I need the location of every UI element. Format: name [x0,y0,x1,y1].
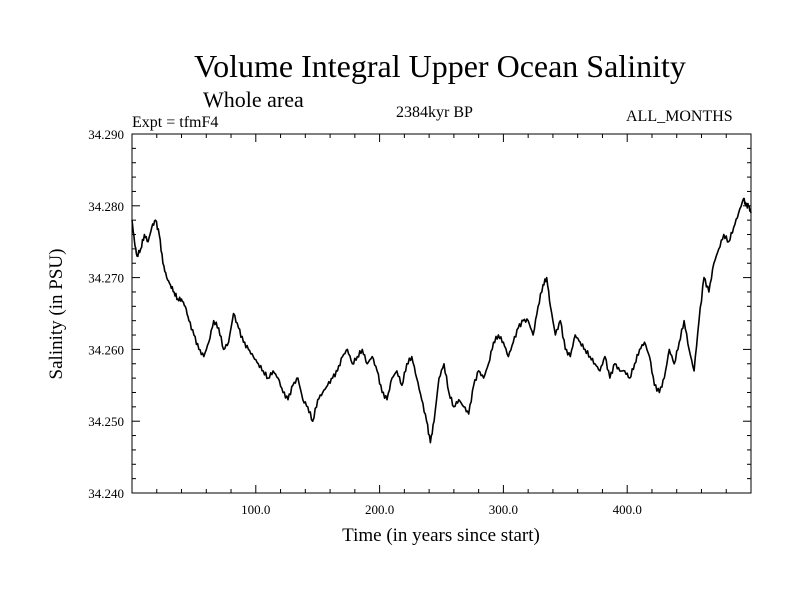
x-tick-label: 100.0 [241,502,270,517]
chart-subtitle: Whole area [203,87,304,112]
y-axis: 34.240 34.250 34.260 34.270 34.280 34.290 [88,127,751,501]
experiment-label: Expt = tfmF4 [132,114,219,131]
x-axis-label: Time (in years since start) [342,525,540,546]
salinity-series-line [131,197,752,444]
chart-title: Volume Integral Upper Ocean Salinity [194,48,686,84]
date-label: 2384kyr BP [396,104,473,121]
x-tick-label: 400.0 [613,502,642,517]
y-tick-label: 34.280 [88,199,124,214]
y-tick-label: 34.250 [88,414,124,429]
x-axis: 100.0 200.0 300.0 400.0 [156,134,727,517]
months-label: ALL_MONTHS [626,108,733,125]
y-tick-label: 34.240 [88,486,124,501]
x-tick-label: 300.0 [489,502,518,517]
x-tick-label: 200.0 [365,502,394,517]
y-axis-label: Salinity (in PSU) [46,249,67,380]
y-tick-label: 34.290 [88,127,124,142]
plot-frame [131,133,752,494]
y-tick-label: 34.270 [88,271,124,286]
y-tick-label: 34.260 [88,342,124,357]
